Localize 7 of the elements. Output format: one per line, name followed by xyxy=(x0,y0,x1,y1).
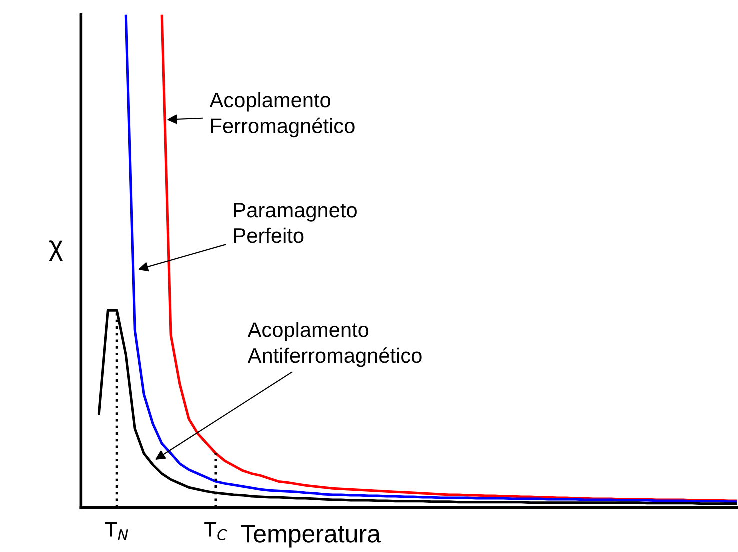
annotation: Acoplamento Antiferromagnético xyxy=(248,322,422,368)
x-tick-label: T$_{N}$ xyxy=(105,522,128,540)
x-tick-label: T$_{C}$ xyxy=(204,522,228,540)
annotation: Paramagneto Perfeito xyxy=(234,203,357,244)
x-axis-title: Temperatura xyxy=(241,525,381,548)
y-axis-title: χ xyxy=(49,240,64,262)
annotation: Acoplamento Ferromagnético xyxy=(210,92,355,138)
